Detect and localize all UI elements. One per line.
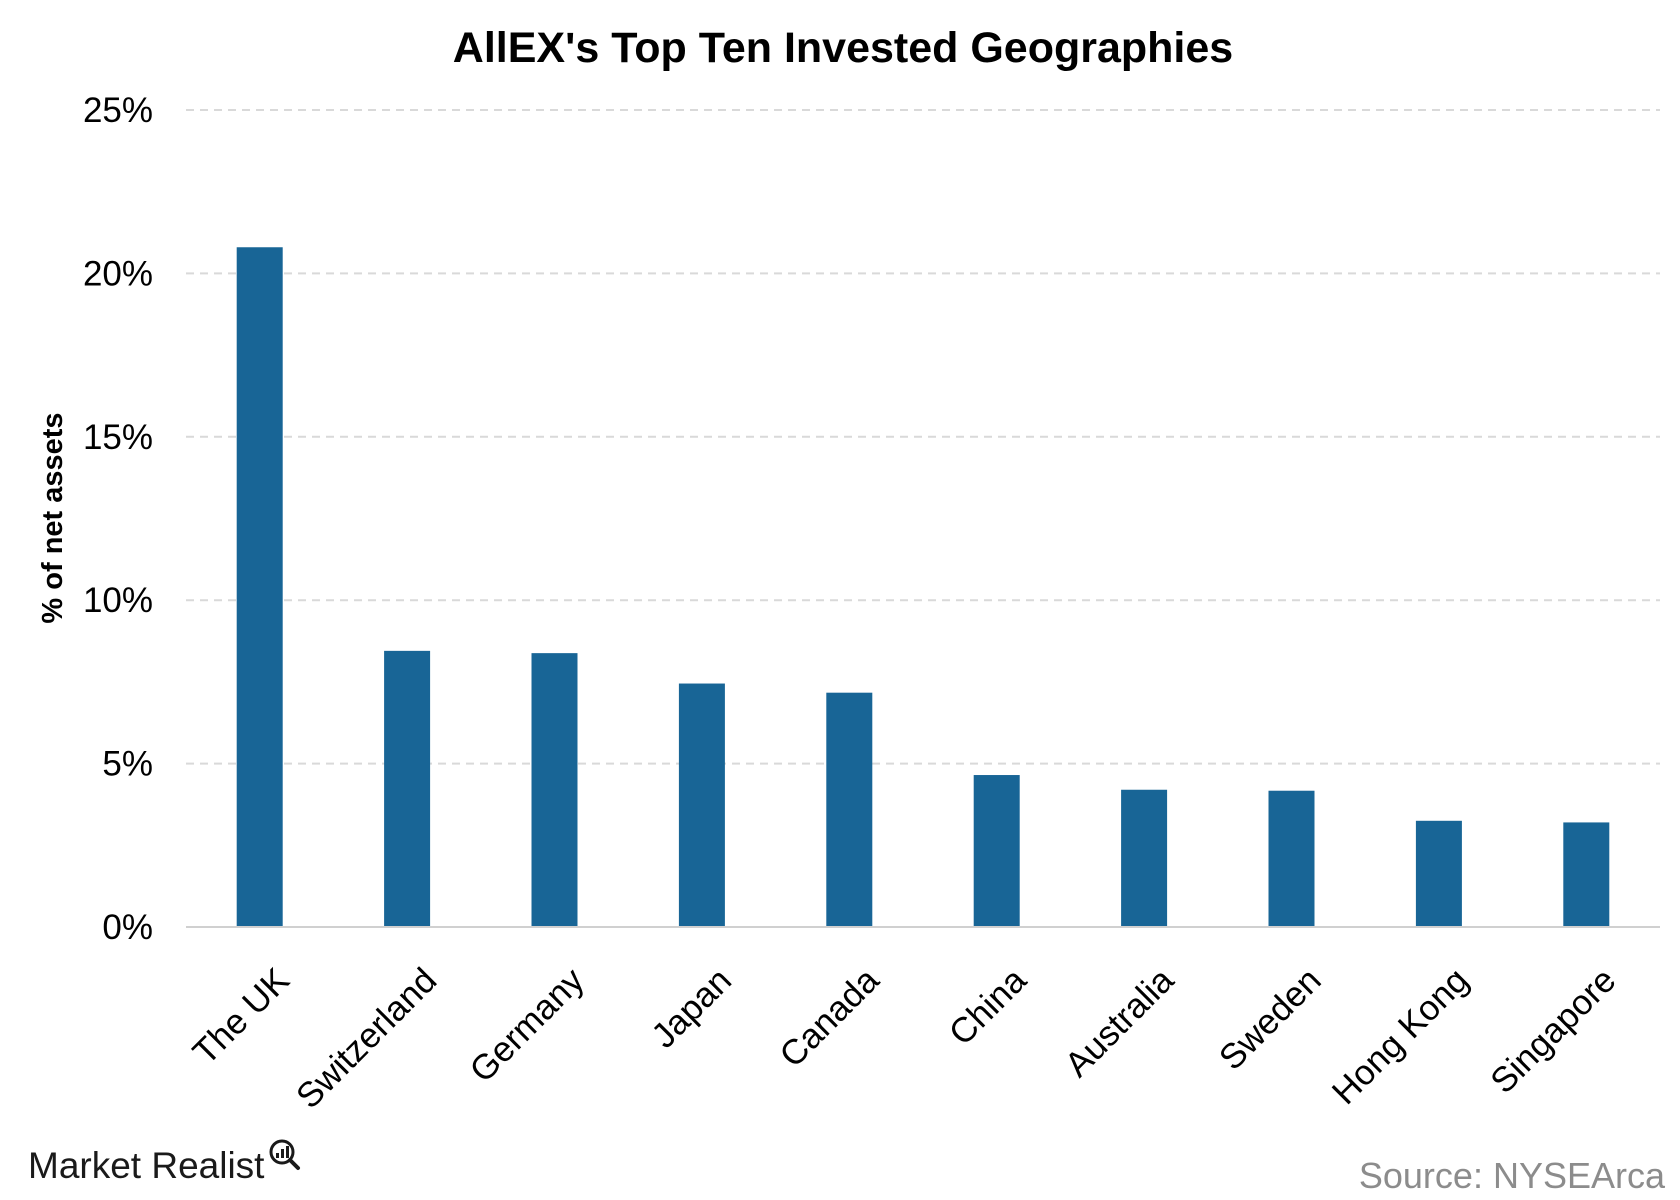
x-tick-label: Germany (462, 960, 592, 1090)
bar (678, 683, 725, 927)
magnifier-chart-icon (269, 1139, 300, 1170)
bar (531, 653, 578, 927)
x-tick-label: Sweden (1212, 961, 1329, 1078)
y-tick-label: 25% (83, 91, 153, 130)
brand-name: Market Realist (28, 1145, 265, 1186)
x-tick-label: Singapore (1483, 961, 1623, 1101)
bar (973, 775, 1020, 927)
chart-title: AllEX's Top Ten Invested Geographies (453, 24, 1233, 72)
x-tick-label: The UK (185, 961, 296, 1072)
brand-logo: Market Realist (28, 1139, 300, 1186)
bar (1268, 790, 1315, 927)
bars (236, 247, 1610, 928)
x-tick-label: Australia (1057, 960, 1181, 1084)
x-tick-label: China (942, 960, 1035, 1053)
x-tick-label: Switzerland (289, 961, 445, 1117)
bar (384, 650, 431, 927)
bar (826, 692, 873, 927)
bar (1563, 822, 1610, 927)
y-axis-label: % of net assets (37, 412, 69, 623)
x-tick-label: Canada (772, 960, 887, 1075)
bar (1415, 820, 1462, 927)
y-tick-label: 15% (83, 418, 153, 457)
bar (1121, 789, 1168, 927)
bar (236, 247, 283, 928)
y-tick-label: 5% (102, 745, 153, 784)
y-tick-label: 0% (102, 908, 153, 947)
gridlines (186, 109, 1660, 765)
source-note: Source: NYSEArca (1359, 1155, 1666, 1196)
y-tick-label: 20% (83, 254, 153, 293)
y-axis-ticks: 0% 5% 10% 15% 20% 25% (83, 91, 153, 947)
x-tick-label: Hong Kong (1325, 961, 1476, 1112)
y-tick-label: 10% (83, 581, 153, 620)
x-tick-label: Japan (644, 961, 739, 1056)
